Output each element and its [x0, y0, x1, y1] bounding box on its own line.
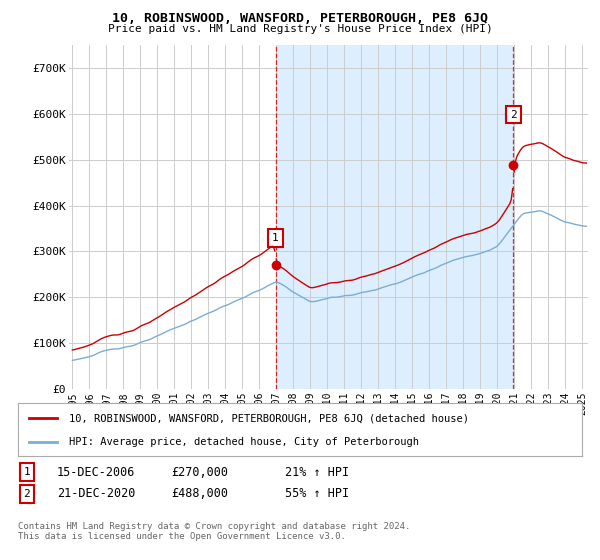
Text: 21-DEC-2020: 21-DEC-2020 [57, 487, 136, 501]
Text: 2: 2 [510, 110, 517, 120]
Text: Price paid vs. HM Land Registry's House Price Index (HPI): Price paid vs. HM Land Registry's House … [107, 24, 493, 34]
Text: £488,000: £488,000 [171, 487, 228, 501]
Text: HPI: Average price, detached house, City of Peterborough: HPI: Average price, detached house, City… [69, 436, 419, 446]
Text: 10, ROBINSWOOD, WANSFORD, PETERBOROUGH, PE8 6JQ: 10, ROBINSWOOD, WANSFORD, PETERBOROUGH, … [112, 12, 488, 25]
Text: 1: 1 [23, 467, 31, 477]
Text: 15-DEC-2006: 15-DEC-2006 [57, 465, 136, 479]
Text: 2: 2 [23, 489, 31, 499]
Text: 1: 1 [272, 232, 279, 242]
Text: Contains HM Land Registry data © Crown copyright and database right 2024.
This d: Contains HM Land Registry data © Crown c… [18, 522, 410, 542]
Text: 55% ↑ HPI: 55% ↑ HPI [285, 487, 349, 501]
Bar [275, 45, 514, 389]
Text: £270,000: £270,000 [171, 465, 228, 479]
Text: 10, ROBINSWOOD, WANSFORD, PETERBOROUGH, PE8 6JQ (detached house): 10, ROBINSWOOD, WANSFORD, PETERBOROUGH, … [69, 413, 469, 423]
Text: 21% ↑ HPI: 21% ↑ HPI [285, 465, 349, 479]
